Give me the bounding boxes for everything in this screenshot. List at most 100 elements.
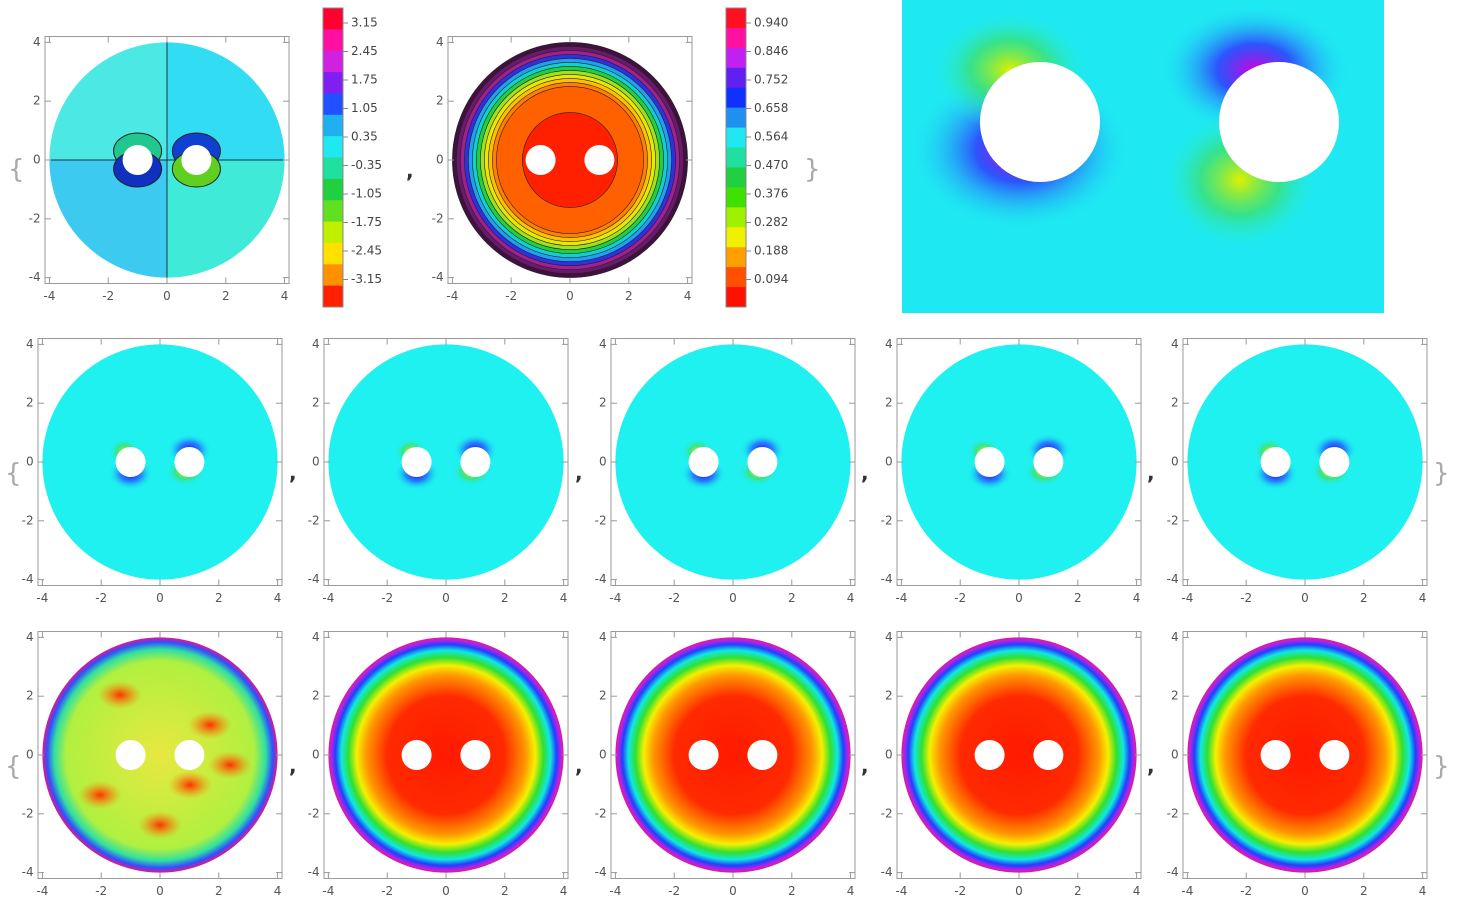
x-tick-label: -2 [668,884,680,898]
y-tick-label: 4 [599,630,607,644]
x-tick-label: -4 [1181,591,1193,605]
y-tick-label: -4 [1167,865,1179,879]
y-tick-label: 2 [436,94,444,108]
y-tick-label: -2 [595,806,607,820]
y-tick-label: 0 [33,153,41,167]
legend-frame [725,7,747,308]
density-plot: -4-4 -2 -2 0 0 2 2 4 4 [308,630,569,898]
x-tick-label: -4 [322,884,334,898]
legend-label: 1.75 [351,73,378,87]
y-tick-label: 4 [26,630,34,644]
legend-swatch [726,107,746,129]
hole [1033,740,1064,770]
x-tick-label: 4 [1133,591,1141,605]
disk [901,637,1137,873]
x-tick-label: -4 [895,884,907,898]
y-tick-label: -2 [22,513,34,527]
y-tick-label: -2 [1167,513,1179,527]
x-tick-label: 2 [788,591,796,605]
x-tick-label: -4 [609,884,621,898]
y-tick-label: 2 [33,94,41,108]
legend-swatch [323,200,343,223]
y-tick-label: -4 [881,572,893,586]
hole [1319,447,1350,477]
x-tick-label: -2 [95,591,107,605]
y-tick-label: -4 [22,572,34,586]
x-tick-label: -2 [381,884,393,898]
separator: , [861,461,869,485]
legend-label: -3.15 [351,272,382,286]
x-tick-label: 4 [560,884,568,898]
x-tick-label: 0 [1015,591,1023,605]
x-tick-label: 4 [274,884,282,898]
density-plot: -4-4 -2 -2 0 0 2 2 4 4 [595,630,856,898]
y-tick-label: 0 [312,455,320,469]
flow-image [902,0,1384,313]
hole [115,740,146,770]
legend-frame [322,7,344,308]
x-tick-label: 0 [156,884,164,898]
legend-swatch [323,221,343,244]
y-tick-label: -2 [29,211,41,225]
y-tick-label: 2 [1171,396,1179,410]
contour-ring [522,112,618,208]
density-plot: -4-4 -2 -2 0 0 2 2 4 4 [308,337,569,605]
density-plot: -4-4 -2 -2 0 0 2 2 4 4 [22,630,283,898]
y-tick-label: 0 [436,153,444,167]
x-tick-label: 4 [684,289,692,303]
x-tick-label: -2 [954,884,966,898]
y-tick-label: -4 [595,572,607,586]
x-tick-label: 0 [1301,591,1309,605]
y-tick-label: 2 [312,689,320,703]
x-tick-label: 2 [1360,884,1368,898]
legend-swatch [323,157,343,180]
x-tick-label: -2 [954,591,966,605]
x-tick-label: -4 [609,591,621,605]
x-tick-label: 4 [560,591,568,605]
y-tick-label: 4 [599,337,607,351]
y-tick-label: -2 [432,211,444,225]
legend-swatch [726,207,746,228]
x-tick-label: 2 [501,591,509,605]
separator: , [575,754,583,778]
legend-label: 0.752 [754,73,788,87]
hole [460,447,491,477]
hole [688,447,719,477]
legend-label: -1.75 [351,215,382,229]
y-tick-label: 4 [1171,630,1179,644]
legend-swatch [323,242,343,265]
legend-swatch [726,8,746,29]
y-tick-label: -4 [308,865,320,879]
spot [78,781,122,809]
x-tick-label: -4 [43,289,55,303]
legend-label: 0.470 [754,158,788,172]
legend-swatch [726,247,746,268]
legend-swatch [726,27,746,49]
spot [188,711,232,739]
y-tick-label: -4 [1167,572,1179,586]
x-tick-label: 2 [1074,884,1082,898]
y-tick-label: 2 [885,396,893,410]
x-tick-label: 2 [788,884,796,898]
legend-swatch [726,227,746,248]
hole [688,740,719,770]
x-tick-label: 0 [1301,884,1309,898]
x-tick-label: 0 [163,289,171,303]
legend-swatch [323,114,343,137]
color-legend: 3.15 2.45 1.75 1.05 0.35 -0.35 -1.05 -1.75 -2.45… [322,7,382,308]
density-plot: -4-4 -2 -2 0 0 2 2 4 4 [881,630,1142,898]
x-tick-label: 4 [847,884,855,898]
spot [208,751,252,779]
y-tick-label: -2 [308,513,320,527]
legend-label: -0.35 [351,158,382,172]
y-tick-label: 2 [26,689,34,703]
y-tick-label: 2 [599,396,607,410]
spot [138,811,182,839]
y-tick-label: -4 [432,270,444,284]
open-brace: { [5,459,22,489]
legend-label: 0.188 [754,244,788,258]
x-tick-label: -4 [446,289,458,303]
y-tick-label: -2 [881,513,893,527]
hole [525,145,556,175]
y-tick-label: 0 [26,455,34,469]
